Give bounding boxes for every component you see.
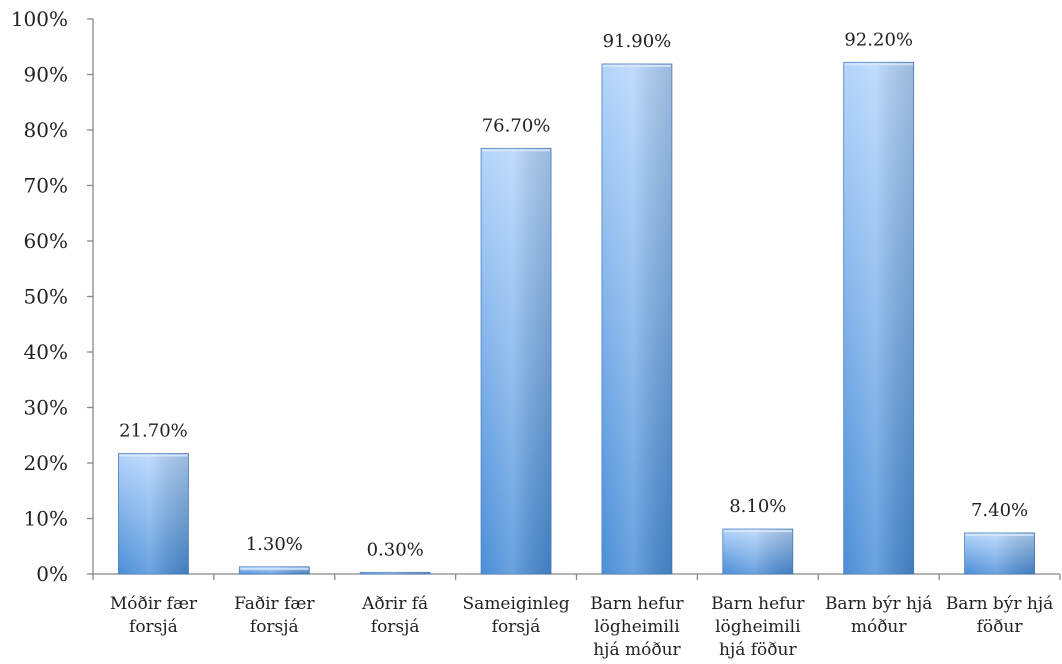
category-labels: Móðir fær forsjá Faðir fær forsjá Aðrir fá fo… [110,594,1053,660]
bar-shine [118,453,189,574]
bar-shine [722,529,793,574]
y-tick-label: 90% [24,63,68,87]
category-label: hjá föður [719,640,797,660]
bar-top-highlight [602,64,671,67]
category-label: lögheimili [594,617,680,637]
bar [843,61,915,575]
category-label: Barn hefur [711,594,805,614]
category-label: Aðrir fá [361,594,428,614]
category-label: hjá móður [593,640,681,660]
y-tick-label: 70% [24,174,68,198]
bar [480,147,552,575]
bar-shine [360,572,431,574]
bar-shine [843,62,914,574]
category-label: föður [977,617,1024,637]
bar [722,528,794,575]
bar-top-highlight [482,149,551,152]
bar-shine [481,148,552,574]
bar [964,532,1035,575]
y-tick-label: 20% [24,451,68,475]
y-tick-label: 60% [24,229,68,253]
data-label: 76.70% [482,115,551,136]
y-axis: 0% 10% 20% 30% 40% 50% 60% 70% 80% 90% 100% [11,7,94,586]
data-label: 8.10% [729,496,786,517]
bar-shine [601,63,672,575]
data-label: 91.90% [603,31,672,52]
category-label: Barn býr hjá [946,594,1053,614]
category-label: forsjá [492,617,541,637]
bar-top-highlight [119,454,188,457]
category-label: móður [851,617,908,637]
category-label: Barn býr hjá [825,594,932,614]
bar [118,453,189,575]
bar [359,571,431,575]
y-tick-label: 0% [36,562,68,586]
bar [601,63,673,575]
bars [118,61,1035,575]
category-label: lögheimili [715,617,801,637]
bar-top-highlight [844,63,913,66]
y-tick-label: 40% [24,340,68,364]
bar [238,566,310,575]
data-label: 21.70% [119,421,188,442]
bar-top-highlight [723,530,792,533]
category-label: forsjá [129,617,178,637]
y-tick-label: 100% [11,7,68,31]
bar-shine [964,532,1035,574]
bar-top-highlight [240,567,309,570]
y-tick-label: 30% [24,396,68,420]
category-label: Sameiginleg [463,594,570,614]
data-label: 1.30% [246,534,303,555]
y-tick-label: 10% [24,507,68,531]
category-label: Móðir fær [110,594,198,614]
y-tick-label: 50% [24,285,68,309]
x-axis [92,573,1061,580]
bar-shine [239,566,310,574]
data-label: 92.20% [844,29,913,50]
data-label: 7.40% [971,500,1028,521]
bar-top-highlight [965,533,1034,536]
category-label: Barn hefur [590,594,684,614]
data-label: 0.30% [367,539,424,560]
data-labels: 21.70% 1.30% 0.30% 76.70% 91.90% 8.10% 92.20% 7… [119,29,1028,560]
y-tick-label: 80% [24,118,68,142]
category-label: Faðir fær [234,594,315,614]
category-label: forsjá [250,617,299,637]
category-label: forsjá [371,617,420,637]
